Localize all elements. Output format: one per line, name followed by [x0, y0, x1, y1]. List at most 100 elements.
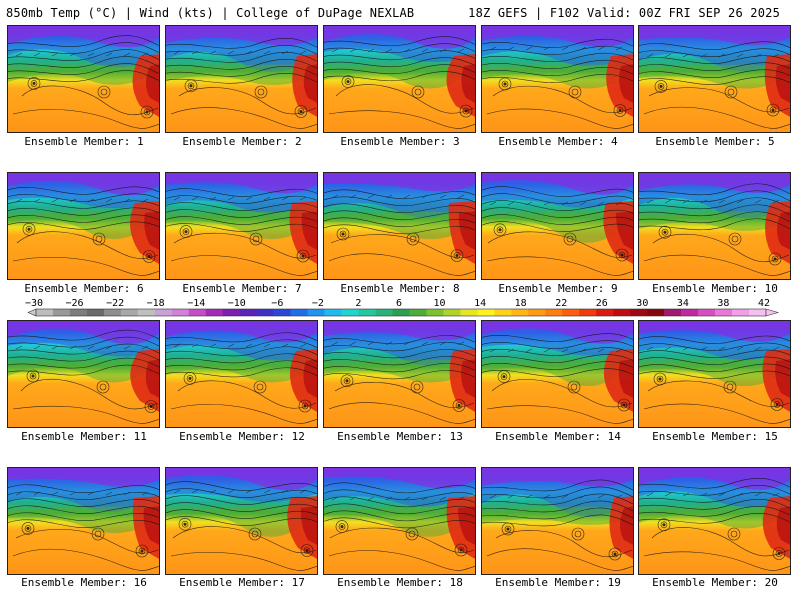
colorbar-swatch	[324, 309, 342, 316]
colorbar-swatch	[664, 309, 682, 316]
colorbar-tick-label: −2	[312, 298, 324, 309]
ensemble-member-label: Ensemble Member: 7	[182, 282, 302, 295]
colorbar-swatch	[341, 309, 359, 316]
ensemble-member-map[interactable]	[323, 25, 476, 133]
colorbar-swatch	[426, 309, 444, 316]
colorbar-swatch	[290, 309, 308, 316]
colorbar-tick-label: −10	[228, 298, 246, 309]
colorbar-swatch	[36, 309, 54, 316]
ensemble-member-label: Ensemble Member: 13	[337, 430, 463, 443]
ensemble-member-label: Ensemble Member: 15	[652, 430, 778, 443]
ensemble-member-map[interactable]	[323, 172, 476, 280]
colorbar-swatch	[749, 309, 767, 316]
ensemble-member-label: Ensemble Member: 8	[340, 282, 460, 295]
ensemble-member-label: Ensemble Member: 10	[652, 282, 778, 295]
colorbar-swatch	[511, 309, 529, 316]
ensemble-member-map[interactable]	[481, 467, 634, 575]
colorbar-tick-label: 30	[636, 298, 648, 309]
colorbar-swatch	[307, 309, 325, 316]
colorbar-swatch	[409, 309, 427, 316]
ensemble-member-label: Ensemble Member: 11	[21, 430, 147, 443]
colorbar-swatch	[239, 309, 257, 316]
colorbar-swatch	[528, 309, 546, 316]
colorbar-swatch	[681, 309, 699, 316]
colorbar-swatch	[392, 309, 410, 316]
colorbar-swatch	[596, 309, 614, 316]
colorbar-tick-label: −14	[187, 298, 205, 309]
colorbar-swatch	[222, 309, 241, 316]
colorbar-tick-label: −30	[25, 298, 43, 309]
colorbar-tick-label: −6	[271, 298, 283, 309]
colorbar-swatch	[188, 309, 207, 316]
colorbar-swatch	[52, 309, 71, 316]
colorbar-swatch	[358, 309, 376, 316]
colorbar-swatch	[205, 309, 224, 316]
ensemble-member-label: Ensemble Member: 18	[337, 576, 463, 589]
colorbar-right-arrow	[765, 308, 780, 317]
colorbar-swatch	[86, 309, 105, 316]
colorbar-swatch	[732, 309, 750, 316]
colorbar-swatch	[562, 309, 580, 316]
ensemble-member-map[interactable]	[323, 467, 476, 575]
ensemble-member-map[interactable]	[7, 320, 160, 428]
ensemble-member-map[interactable]	[7, 467, 160, 575]
ensemble-member-map[interactable]	[165, 320, 318, 428]
ensemble-member-map[interactable]	[165, 172, 318, 280]
ensemble-member-label: Ensemble Member: 12	[179, 430, 305, 443]
colorbar-tick-label: 26	[596, 298, 608, 309]
colorbar-tick-label: 22	[555, 298, 567, 309]
ensemble-member-label: Ensemble Member: 9	[498, 282, 618, 295]
ensemble-member-map[interactable]	[7, 25, 160, 133]
colorbar-swatch	[579, 309, 597, 316]
ensemble-member-label: Ensemble Member: 2	[182, 135, 302, 148]
ensemble-member-map[interactable]	[638, 467, 791, 575]
ensemble-member-map[interactable]	[165, 467, 318, 575]
ensemble-member-label: Ensemble Member: 20	[652, 576, 778, 589]
colorbar-swatch	[460, 309, 478, 316]
colorbar-swatch	[613, 309, 631, 316]
colorbar-tick-label: 18	[515, 298, 527, 309]
colorbar-swatch	[375, 309, 393, 316]
colorbar-tick-label: 2	[355, 298, 361, 309]
colorbar-swatch	[273, 309, 291, 316]
ensemble-member-map[interactable]	[638, 172, 791, 280]
colorbar-tick-label: 34	[677, 298, 689, 309]
colorbar-tick-label: 42	[758, 298, 770, 309]
colorbar-tick-label: 14	[474, 298, 486, 309]
ensemble-member-label: Ensemble Member: 3	[340, 135, 460, 148]
colorbar-swatch	[171, 309, 190, 316]
colorbar-swatch	[69, 309, 88, 316]
colorbar-swatch	[477, 309, 495, 316]
map-title: 850mb Temp (°C) | Wind (kts) | College o…	[6, 6, 415, 20]
ensemble-member-map[interactable]	[481, 320, 634, 428]
colorbar-swatch	[120, 309, 139, 316]
ensemble-member-map[interactable]	[7, 172, 160, 280]
ensemble-member-map[interactable]	[481, 25, 634, 133]
colorbar-swatch	[154, 309, 173, 316]
ensemble-member-map[interactable]	[165, 25, 318, 133]
ensemble-member-label: Ensemble Member: 6	[24, 282, 144, 295]
colorbar-swatch	[256, 309, 274, 316]
colorbar-swatch	[103, 309, 122, 316]
colorbar-swatch	[698, 309, 716, 316]
ensemble-member-label: Ensemble Member: 5	[655, 135, 775, 148]
ensemble-member-map[interactable]	[323, 320, 476, 428]
colorbar-tick-label: 10	[434, 298, 446, 309]
ensemble-member-map[interactable]	[638, 25, 791, 133]
colorbar-tick-label: −18	[147, 298, 165, 309]
ensemble-member-label: Ensemble Member: 16	[21, 576, 147, 589]
colorbar-left-arrow	[27, 308, 37, 317]
ensemble-member-label: Ensemble Member: 4	[498, 135, 618, 148]
ensemble-member-map[interactable]	[481, 172, 634, 280]
colorbar-swatch	[715, 309, 733, 316]
colorbar-tick-label: −26	[66, 298, 84, 309]
colorbar-swatch	[545, 309, 563, 316]
ensemble-member-map[interactable]	[638, 320, 791, 428]
temperature-colorbar: −30 −26 −22 −18 −14 −10 −6 −2 2 6 10 14 18 22 26 30 34 38…	[25, 298, 780, 317]
ensemble-member-label: Ensemble Member: 1	[24, 135, 144, 148]
ensemble-member-label: Ensemble Member: 19	[495, 576, 621, 589]
colorbar-swatch	[647, 309, 665, 316]
ensemble-member-label: Ensemble Member: 17	[179, 576, 305, 589]
colorbar-swatch	[137, 309, 156, 316]
colorbar-tick-label: 38	[717, 298, 729, 309]
